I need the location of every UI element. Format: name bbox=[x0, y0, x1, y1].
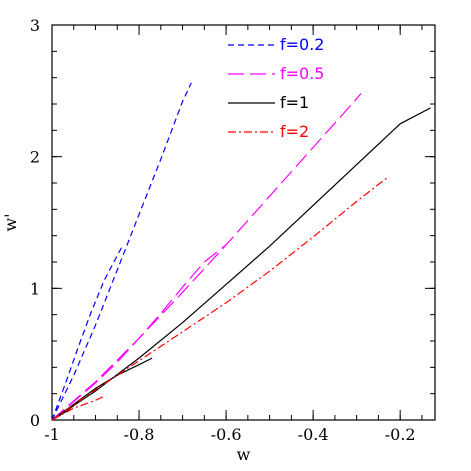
legend-label: f=0.5 bbox=[280, 64, 324, 83]
series-f-2 bbox=[51, 177, 388, 421]
y-tick-label: 2 bbox=[30, 148, 40, 167]
legend-label: f=0.2 bbox=[280, 35, 324, 54]
y-tick-label: 1 bbox=[30, 279, 40, 298]
series-line bbox=[51, 395, 105, 421]
series-line bbox=[51, 107, 431, 421]
series-line bbox=[51, 177, 388, 421]
series-line bbox=[51, 244, 227, 421]
legend-label: f=1 bbox=[280, 93, 309, 112]
legend-label: f=2 bbox=[280, 122, 309, 141]
x-tick-label: -0.4 bbox=[298, 425, 329, 444]
x-tick-label: -0.6 bbox=[211, 425, 242, 444]
axis-ticks bbox=[51, 24, 435, 421]
x-tick-label: -0.8 bbox=[124, 425, 155, 444]
plot-frame bbox=[51, 24, 436, 421]
series-f-0-2 bbox=[51, 82, 192, 421]
x-tick-label: -1 bbox=[44, 425, 60, 444]
series-line bbox=[51, 247, 123, 421]
series-line bbox=[51, 82, 192, 421]
tick-labels: -1 -0.8 -0.6 -0.4 -0.2 0 1 2 3 bbox=[30, 16, 416, 444]
x-tick-label: -0.2 bbox=[385, 425, 416, 444]
series-layer bbox=[51, 82, 431, 421]
series-f-0-5 bbox=[51, 93, 362, 421]
y-axis-label: w' bbox=[1, 213, 20, 231]
series-line bbox=[51, 93, 362, 421]
series-f-1 bbox=[51, 107, 431, 421]
x-axis-label: w bbox=[237, 445, 251, 464]
legend: f=0.2 f=0.5 f=1 f=2 bbox=[228, 35, 324, 141]
y-tick-label: 3 bbox=[30, 16, 40, 35]
y-tick-label: 0 bbox=[30, 411, 40, 430]
